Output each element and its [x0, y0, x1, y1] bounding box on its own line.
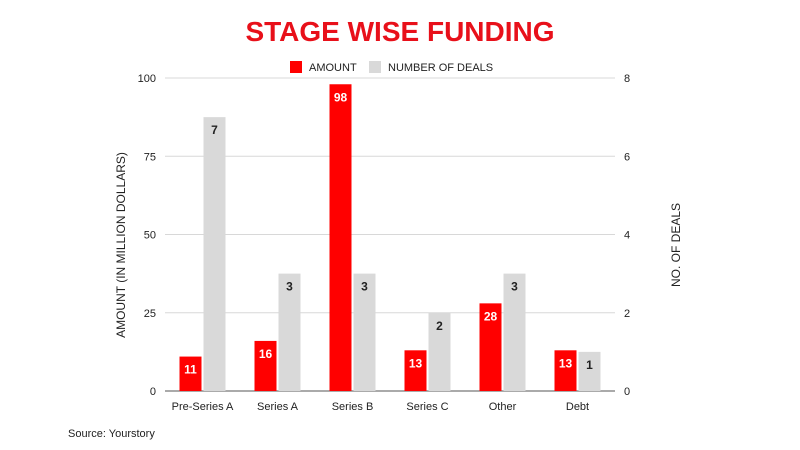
- y-tick-label-left: 100: [138, 73, 156, 85]
- y-tick-label-left: 75: [144, 151, 156, 163]
- x-tick-label: Series C: [406, 401, 448, 413]
- bars: 11 7 16 3 98 3 13 2 28 3 13 1: [179, 84, 601, 391]
- bar-deals: [278, 273, 301, 391]
- bar-deals: [428, 312, 451, 391]
- data-label-deals: 3: [286, 280, 293, 294]
- y-axis-label-left: AMOUNT (IN MILLION DOLLARS): [114, 152, 128, 338]
- data-label-amount: 28: [484, 309, 498, 323]
- data-label-amount: 13: [409, 356, 423, 370]
- y-tick-label-right: 8: [624, 73, 630, 85]
- bar-amount: [329, 84, 352, 391]
- bar-amount: [479, 303, 502, 391]
- chart-title: STAGE WISE FUNDING: [245, 16, 554, 47]
- y-tick-label-left: 25: [144, 308, 156, 320]
- y-axis-label-right: NO. OF DEALS: [669, 203, 683, 287]
- legend-swatch-deals: [369, 61, 381, 73]
- axes: 0 25 50 75 100 0 2 4 6 8 Pre-Series A Series A Serie…: [138, 73, 630, 413]
- source-note: Source: Yourstory: [68, 428, 155, 440]
- y-tick-label-right: 2: [624, 308, 630, 320]
- data-label-amount: 11: [184, 363, 197, 377]
- data-label-deals: 7: [211, 123, 218, 137]
- y-tick-label-right: 0: [624, 386, 630, 398]
- x-tick-label: Debt: [566, 401, 589, 413]
- x-tick-label: Pre-Series A: [172, 401, 234, 413]
- bar-amount: [254, 340, 277, 391]
- bar-amount: [179, 356, 202, 391]
- y-tick-label-right: 4: [624, 230, 630, 242]
- data-label-deals: 3: [361, 280, 368, 294]
- legend-label-deals: NUMBER OF DEALS: [388, 62, 493, 74]
- bar-deals: [578, 351, 601, 391]
- data-label-amount: 16: [259, 347, 273, 361]
- y-tick-label-right: 6: [624, 151, 630, 163]
- legend-label-amount: AMOUNT: [309, 62, 357, 74]
- data-label-amount: 13: [559, 356, 573, 370]
- data-label-deals: 2: [436, 319, 443, 333]
- y-tick-label-left: 0: [150, 386, 156, 398]
- gridlines: [165, 77, 615, 392]
- data-label-amount: 98: [334, 90, 348, 104]
- bar-amount: [404, 350, 427, 391]
- bar-deals: [203, 117, 226, 391]
- legend: AMOUNT NUMBER OF DEALS: [290, 61, 493, 74]
- data-label-deals: 1: [586, 358, 593, 372]
- x-tick-label: Series A: [257, 401, 299, 413]
- bar-deals: [353, 273, 376, 391]
- legend-swatch-amount: [290, 61, 302, 73]
- y-tick-label-left: 50: [144, 230, 156, 242]
- bar-amount: [554, 350, 577, 391]
- data-label-deals: 3: [511, 280, 518, 294]
- x-tick-label: Series B: [332, 401, 374, 413]
- bar-deals: [503, 273, 526, 391]
- x-tick-label: Other: [489, 401, 517, 413]
